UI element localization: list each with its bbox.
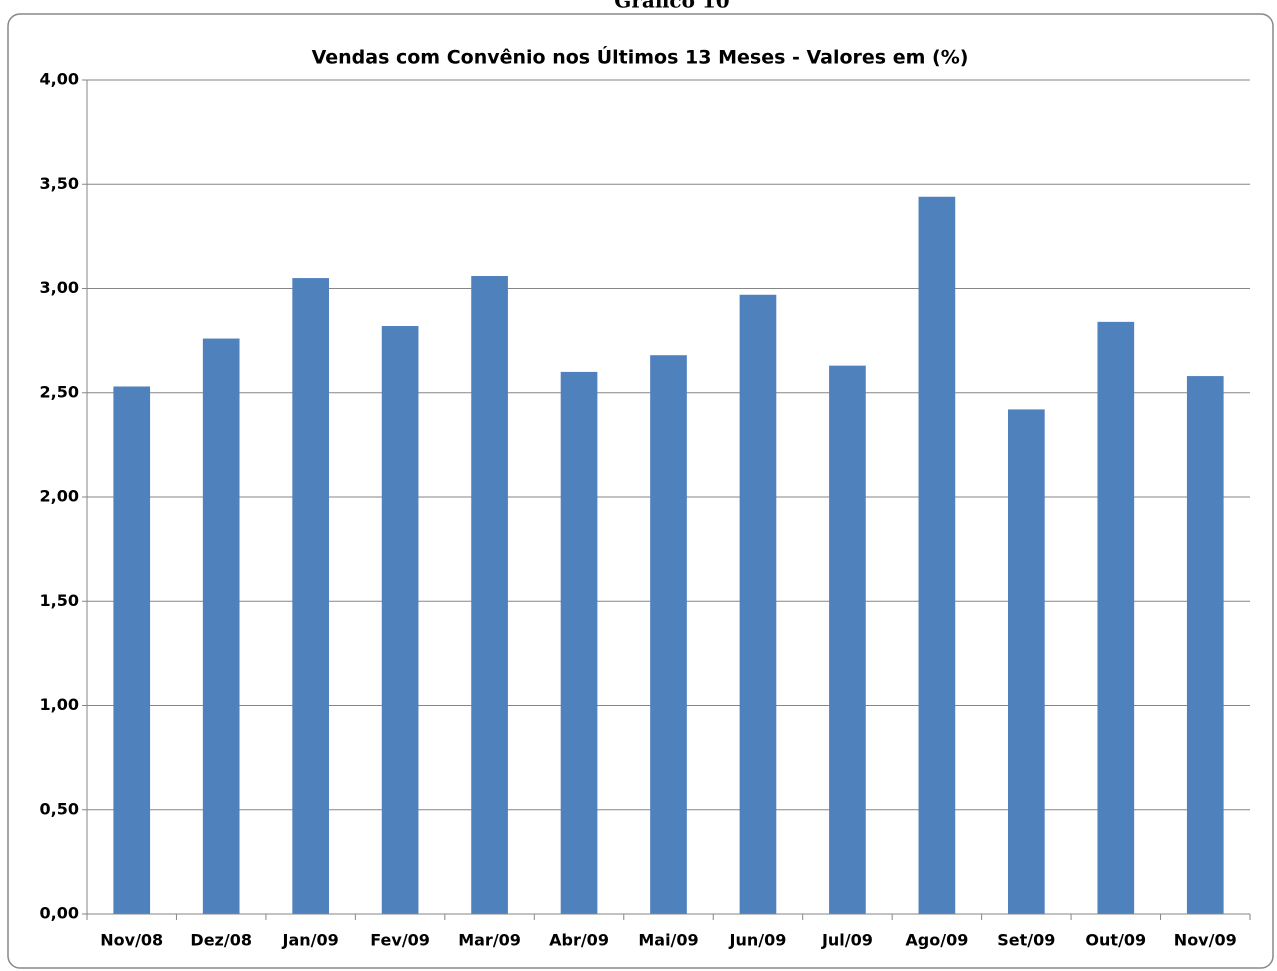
y-tick-label: 3,50: [40, 174, 79, 193]
bar: [292, 278, 329, 914]
bar: [1186, 376, 1224, 914]
y-tick-label: 0,00: [40, 904, 79, 923]
x-tick-label: Ago/09: [905, 931, 968, 950]
x-tick-label: Mar/09: [458, 931, 521, 950]
bar: [918, 196, 956, 914]
bar: [471, 275, 508, 914]
bar: [202, 338, 240, 914]
heading: Gráfico 10: [614, 0, 729, 13]
y-tick-label: 3,00: [40, 278, 79, 297]
bar: [381, 326, 419, 914]
x-tick-label: Set/09: [997, 931, 1055, 950]
bar: [650, 355, 687, 915]
bar: [113, 386, 151, 914]
x-tick-label: Jun/09: [729, 931, 787, 950]
y-tick-label: 1,00: [40, 695, 79, 714]
bar: [1097, 321, 1135, 914]
y-tick-label: 1,50: [40, 591, 79, 610]
y-tick-label: 2,50: [40, 382, 79, 401]
x-tick-label: Nov/08: [100, 931, 163, 950]
x-tick-label: Mai/09: [638, 931, 698, 950]
y-tick-label: 4,00: [40, 70, 79, 89]
x-tick-label: Dez/08: [190, 931, 252, 950]
y-tick-label: 0,50: [40, 799, 79, 818]
x-tick-label: Fev/09: [370, 931, 430, 950]
y-tick-label: 2,00: [40, 487, 79, 506]
bar: [560, 371, 598, 914]
x-tick-label: Jan/09: [282, 931, 339, 950]
chart-title: Vendas com Convênio nos Últimos 13 Meses…: [312, 45, 969, 69]
x-tick-label: Nov/09: [1174, 931, 1237, 950]
bar: [1008, 409, 1045, 914]
chart-frame: [7, 13, 1274, 969]
bar: [739, 294, 777, 914]
bar: [829, 365, 866, 914]
x-tick-label: Abr/09: [549, 931, 609, 950]
x-tick-label: Out/09: [1085, 931, 1146, 950]
x-tick-label: Jul/09: [821, 931, 873, 950]
